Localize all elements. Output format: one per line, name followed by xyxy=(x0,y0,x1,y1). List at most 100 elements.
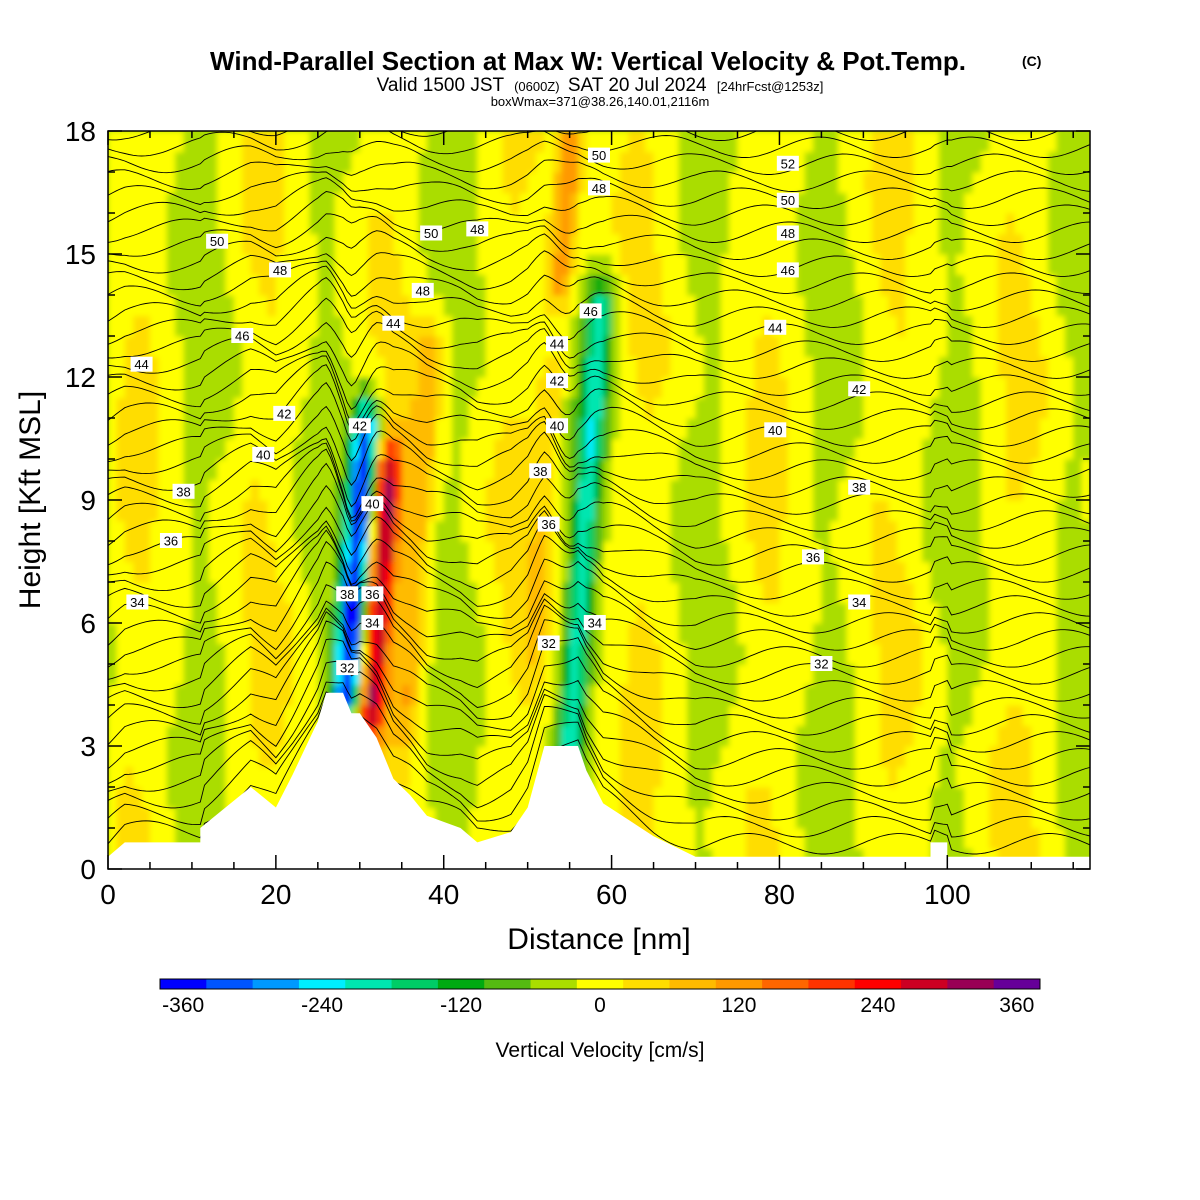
w-cell xyxy=(871,336,881,358)
w-cell xyxy=(1039,295,1049,317)
w-cell xyxy=(217,664,227,686)
w-cell xyxy=(368,438,378,460)
w-cell xyxy=(460,459,470,481)
w-cell xyxy=(972,807,982,829)
w-cell xyxy=(653,438,663,460)
w-cell xyxy=(166,172,176,194)
w-cell xyxy=(426,766,436,788)
w-cell xyxy=(368,274,378,296)
w-cell xyxy=(284,561,294,583)
w-cell xyxy=(628,623,638,645)
w-cell xyxy=(275,500,285,522)
w-cell xyxy=(1006,295,1016,317)
w-cell xyxy=(1039,336,1049,358)
w-cell xyxy=(880,520,890,542)
w-cell xyxy=(410,254,420,276)
w-cell xyxy=(930,561,940,583)
subtitle-forecast: [24hrFcst@1253z] xyxy=(717,79,823,94)
w-cell xyxy=(494,766,504,788)
w-cell xyxy=(183,582,193,604)
w-cell xyxy=(108,561,117,583)
w-cell xyxy=(426,541,436,563)
w-cell xyxy=(938,807,948,829)
w-cell xyxy=(510,725,520,747)
w-cell xyxy=(536,623,546,645)
w-cell xyxy=(1064,541,1074,563)
w-cell xyxy=(519,438,529,460)
w-cell xyxy=(200,295,210,317)
w-cell xyxy=(225,131,235,153)
w-cell xyxy=(384,213,394,235)
w-cell xyxy=(804,623,814,645)
w-cell xyxy=(1081,377,1090,399)
w-cell xyxy=(905,746,915,768)
w-cell xyxy=(460,479,470,501)
w-cell xyxy=(250,295,260,317)
w-cell xyxy=(670,684,680,706)
w-cell xyxy=(359,705,369,727)
w-cell xyxy=(846,315,856,337)
w-cell xyxy=(301,172,311,194)
w-cell xyxy=(1039,151,1049,173)
w-cell xyxy=(343,151,352,173)
w-cell xyxy=(720,828,730,850)
w-cell xyxy=(485,151,495,173)
w-cell xyxy=(930,377,940,399)
w-cell xyxy=(494,172,504,194)
w-cell xyxy=(217,315,227,337)
w-cell xyxy=(200,643,210,665)
w-cell xyxy=(787,233,797,255)
w-cell xyxy=(233,295,243,317)
w-cell xyxy=(787,684,797,706)
w-cell xyxy=(452,254,462,276)
w-cell xyxy=(418,233,428,255)
w-cell xyxy=(452,746,462,768)
w-cell xyxy=(745,582,755,604)
w-cell xyxy=(619,233,629,255)
w-cell xyxy=(561,295,571,317)
w-cell xyxy=(133,807,143,829)
w-cell xyxy=(552,725,562,747)
w-cell xyxy=(502,520,512,542)
w-cell xyxy=(1031,151,1041,173)
w-cell xyxy=(1014,602,1024,624)
w-cell xyxy=(225,479,235,501)
colorbar: -360 -240 -120 0 120 240 360 xyxy=(159,978,1041,1017)
w-cell xyxy=(854,172,864,194)
w-cell xyxy=(619,377,629,399)
w-cell xyxy=(183,746,193,768)
w-cell xyxy=(494,459,504,481)
w-cell xyxy=(896,602,906,624)
w-cell xyxy=(720,336,730,358)
w-cell xyxy=(964,438,974,460)
w-cell xyxy=(804,172,814,194)
w-cell xyxy=(636,418,646,440)
svg-text:38: 38 xyxy=(533,464,547,479)
w-cell xyxy=(636,643,646,665)
w-cell xyxy=(544,295,554,317)
w-cell xyxy=(779,664,789,686)
w-cell xyxy=(426,336,436,358)
w-cell xyxy=(829,500,839,522)
w-cell xyxy=(284,479,294,501)
w-cell xyxy=(1022,807,1032,829)
w-cell xyxy=(368,643,378,665)
w-cell xyxy=(410,725,420,747)
w-cell xyxy=(905,828,915,850)
w-cell xyxy=(737,418,747,440)
w-cell xyxy=(418,602,428,624)
w-cell xyxy=(1081,807,1090,829)
w-cell xyxy=(670,438,680,460)
svg-text:40: 40 xyxy=(768,423,782,438)
w-cell xyxy=(317,336,327,358)
w-cell xyxy=(930,131,940,153)
w-cell xyxy=(225,623,235,645)
w-cell xyxy=(124,582,134,604)
w-cell xyxy=(594,664,604,686)
w-cell xyxy=(787,172,797,194)
w-cell xyxy=(384,438,394,460)
w-cell xyxy=(108,315,117,337)
w-cell xyxy=(619,336,629,358)
w-cell xyxy=(452,315,462,337)
w-cell xyxy=(242,213,252,235)
